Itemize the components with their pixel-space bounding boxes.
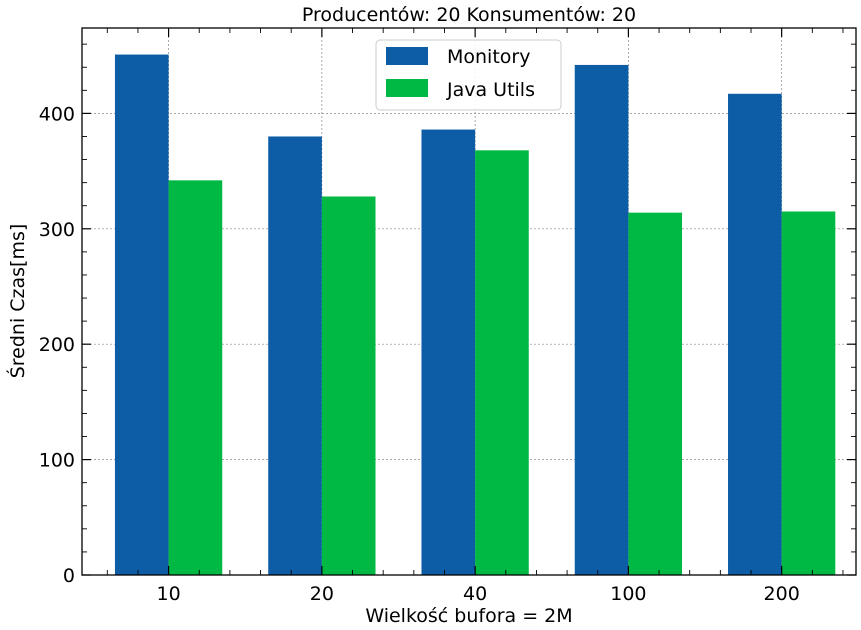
legend-swatch-monitory xyxy=(386,47,428,65)
y-tick-label: 300 xyxy=(39,219,75,241)
bar-monitory-10 xyxy=(114,54,169,576)
legend-label-java-utils: Java Utils xyxy=(446,79,535,101)
bar-monitory-100 xyxy=(574,64,629,575)
x-tick-label: 10 xyxy=(157,583,181,605)
legend: Monitory Java Utils xyxy=(375,39,562,111)
legend-label-monitory: Monitory xyxy=(447,46,530,68)
x-tick-label: 20 xyxy=(310,583,334,605)
x-tick-label: 200 xyxy=(764,583,800,605)
bar-monitory-20 xyxy=(268,136,322,575)
bar-java-utils-100 xyxy=(628,212,683,575)
plot-frame xyxy=(81,27,857,576)
bar-java-utils-20 xyxy=(321,196,376,575)
x-tick-label: 40 xyxy=(463,583,487,605)
y-tick-label: 100 xyxy=(39,450,75,472)
legend-swatch-java-utils xyxy=(386,79,428,97)
x-tick-label: 100 xyxy=(610,583,646,605)
bar-java-utils-10 xyxy=(168,180,223,576)
bar-monitory-200 xyxy=(728,93,782,576)
bar-java-utils-40 xyxy=(475,150,529,575)
chart-title: Producentów: 20 Konsumentów: 20 xyxy=(302,4,636,26)
bars xyxy=(114,54,836,576)
y-tick-label: 200 xyxy=(39,334,75,356)
y-tick-label: 400 xyxy=(39,103,75,125)
bar-java-utils-200 xyxy=(781,211,836,575)
x-axis-title: Wielkość bufora = 2M xyxy=(365,605,572,627)
tick-labels: 0 100 200 300 400 10 20 40 100 200 xyxy=(39,103,800,605)
y-axis-title: Średni Czas[ms] xyxy=(5,224,29,379)
bar-monitory-40 xyxy=(421,129,476,576)
y-tick-label: 0 xyxy=(63,565,75,587)
